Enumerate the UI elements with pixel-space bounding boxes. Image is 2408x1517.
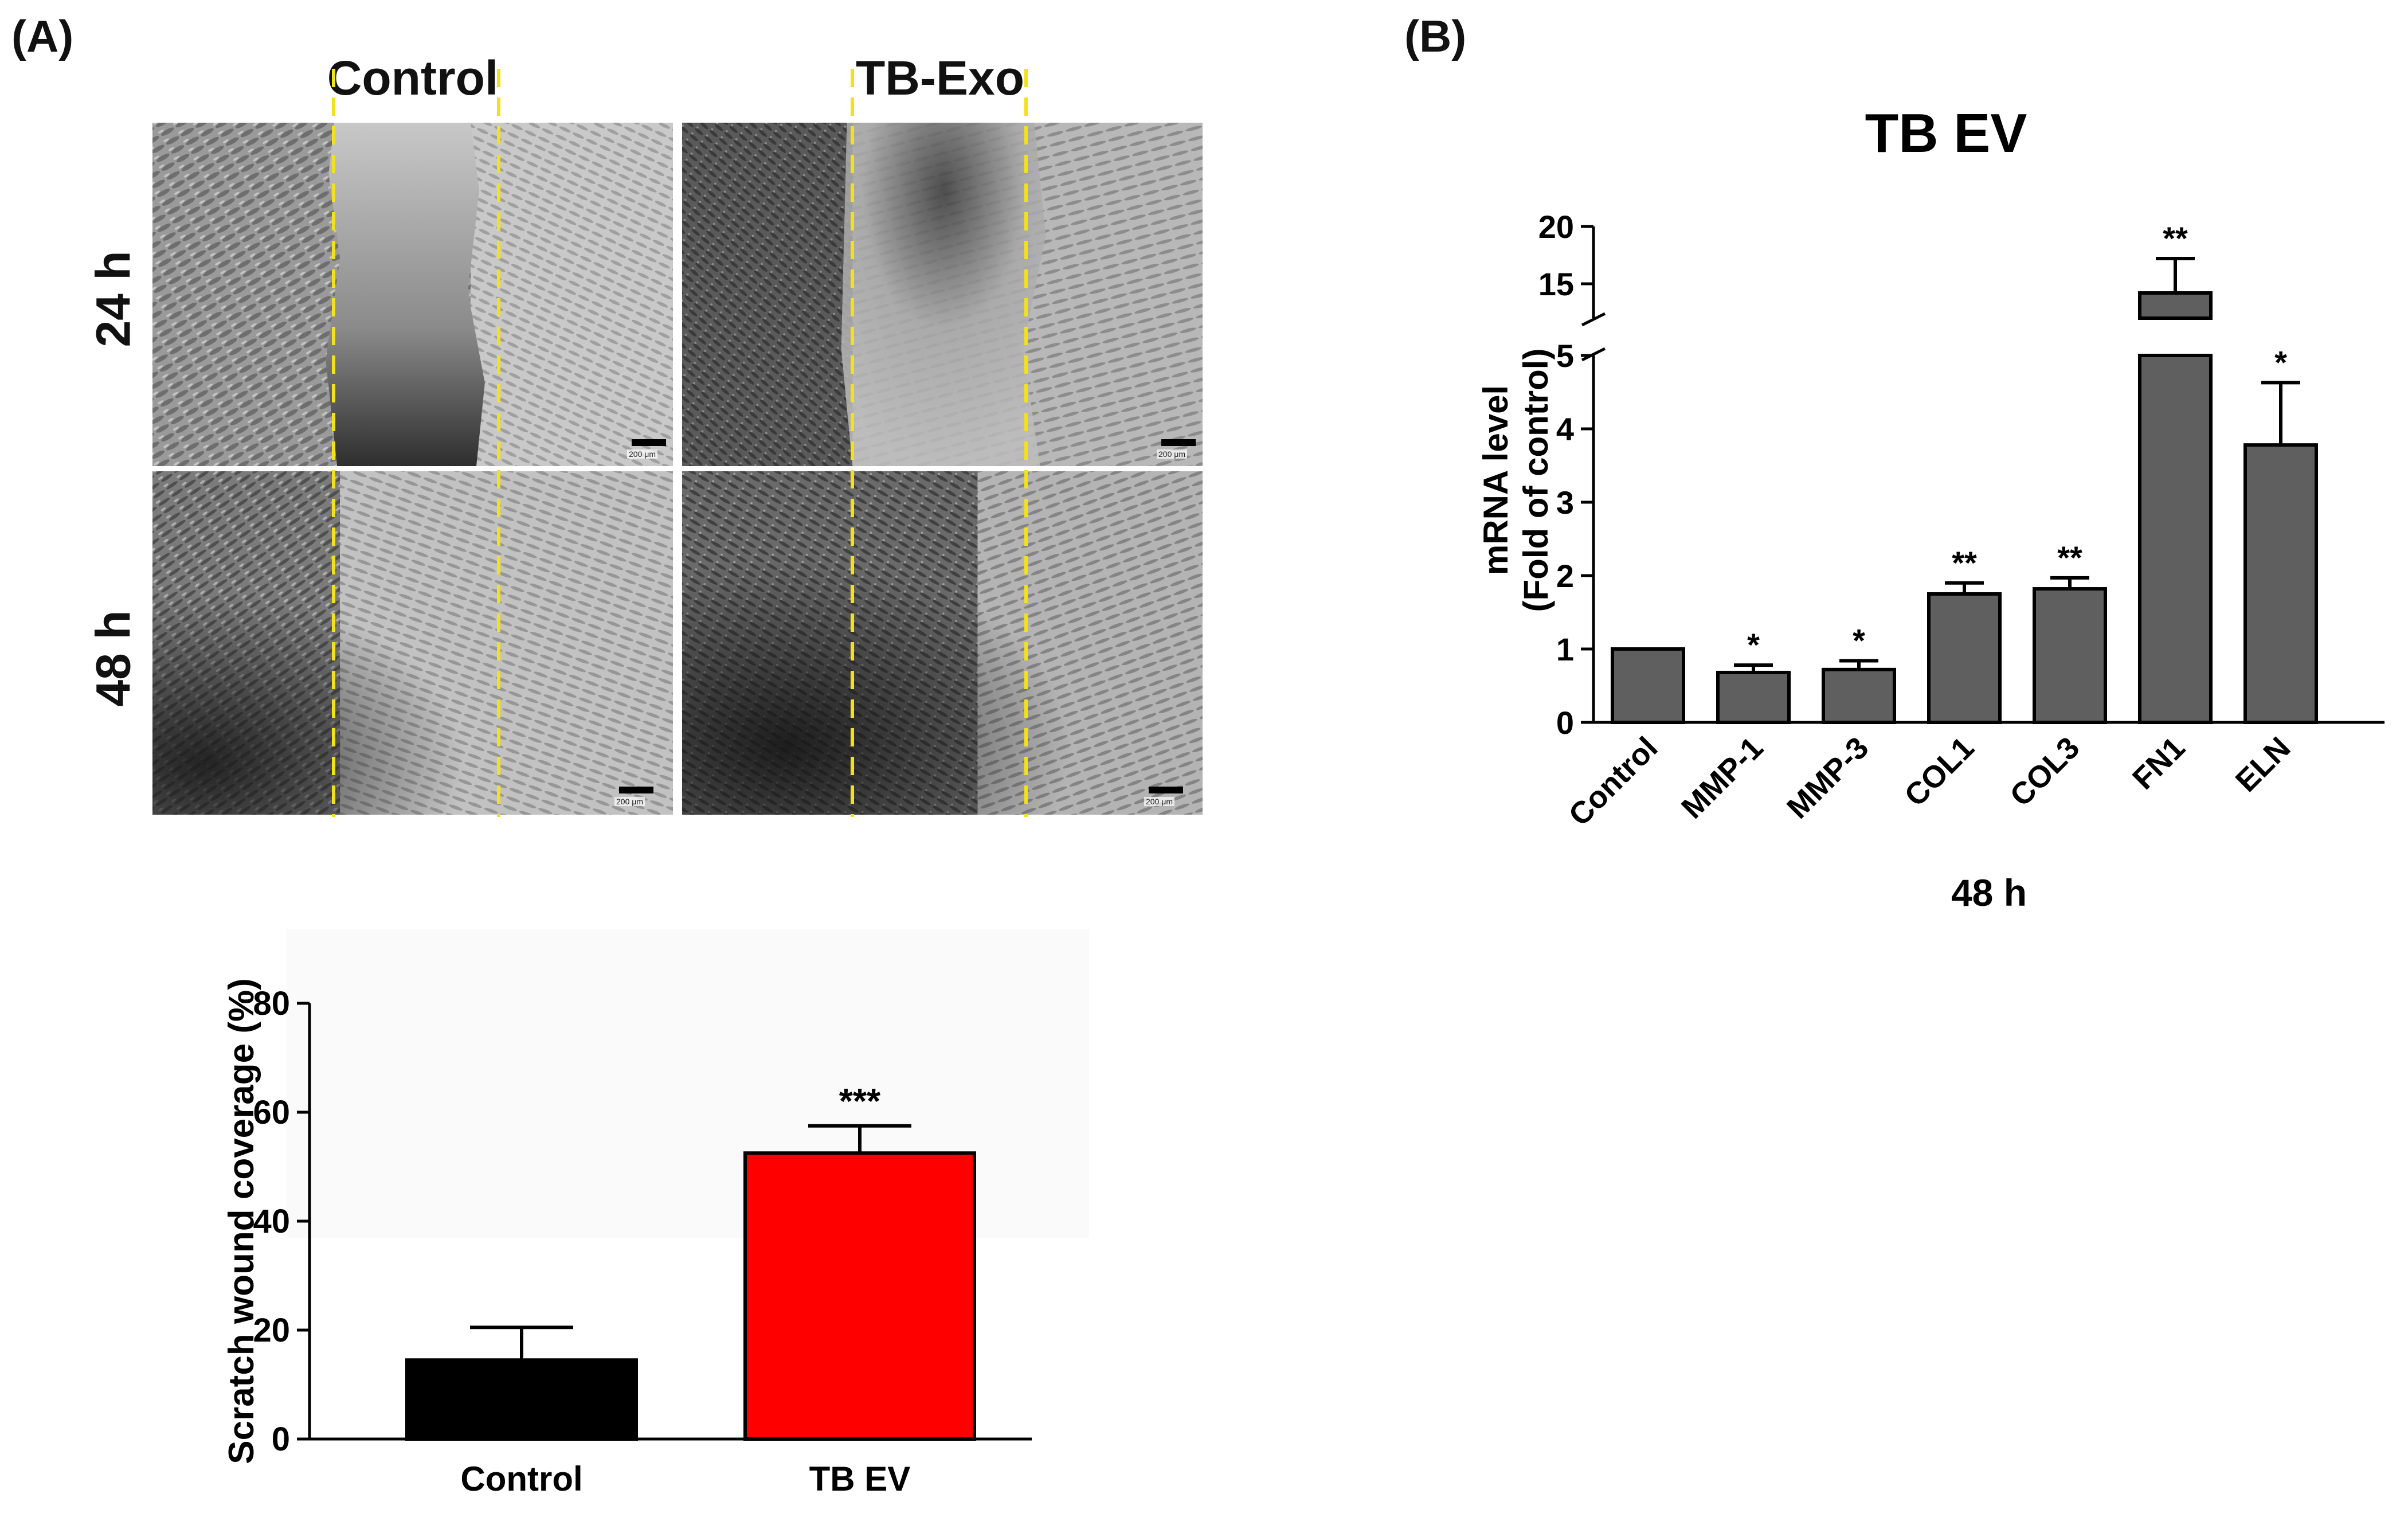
chart-a-bar (405, 1358, 638, 1441)
chart-a-y-tick-label: 60 (253, 1094, 290, 1131)
panel-b-label: (B) (1404, 11, 1467, 61)
chart-b-category-label: COL3 (2003, 730, 2086, 813)
panel-a-label: (A) (11, 11, 74, 61)
chart-a-category-label: Control (460, 1460, 582, 1498)
scale-label: 200 μm (627, 449, 657, 459)
chart-a-significance: *** (839, 1082, 881, 1121)
micrograph-tb-exo-48h: 200 μm (680, 469, 1205, 817)
chart-b-y-tick-label: 4 (1556, 411, 1574, 447)
chart-b-title: TB EV (1865, 103, 2027, 164)
chart-b-significance: * (1747, 627, 1760, 663)
chart-b-bar (2138, 354, 2213, 724)
micrograph-tb-exo-48h-image (682, 471, 1203, 815)
micrograph-control-48h: 200 μm (150, 469, 675, 817)
micrograph-control-24h: 200 μm (150, 120, 675, 468)
chart-scratch-wound-coverage: 0 20 40 60 80 *** Control TB EV Scratch wound… (222, 929, 1089, 1498)
chart-b-significance: ** (2057, 539, 2082, 576)
column-header-tb-exo: TB-Exo (856, 51, 1024, 105)
scale-label: 200 μm (1157, 449, 1187, 459)
chart-b-y-tick-label: 15 (1538, 266, 1574, 302)
chart-a-bar (743, 1151, 976, 1441)
chart-a-category-label: TB EV (809, 1460, 911, 1498)
chart-b-category-label: FN1 (2126, 730, 2192, 796)
chart-b-significance: ** (1952, 545, 1977, 581)
micrograph-control-24h-image (152, 123, 673, 466)
chart-b-axis-break-mark (1581, 347, 1606, 362)
chart-b-bar (1611, 647, 1685, 724)
chart-b-y-axis-label-line-2: (Fold of control) (1517, 349, 1555, 612)
chart-b-axis-break-mark (1581, 312, 1606, 327)
chart-b-bar (1927, 592, 2002, 724)
chart-b-bar (1822, 667, 1896, 724)
column-header-control: Control (327, 51, 499, 105)
chart-a-y-tick-label: 40 (253, 1203, 290, 1240)
scale-label: 200 μm (614, 797, 645, 806)
micrograph-tb-exo-24h: 200 μm (680, 120, 1205, 468)
chart-b-bar (2243, 443, 2318, 724)
scale-label: 200 μm (1144, 797, 1174, 806)
chart-b-category-label: MMP-1 (1675, 730, 1769, 825)
chart-b-y-tick-label: 2 (1556, 558, 1574, 594)
chart-b-y-tick-label: 3 (1556, 484, 1574, 521)
chart-b-bar-upper-segment (2138, 291, 2213, 320)
chart-b-y-tick-label: 1 (1556, 631, 1574, 667)
chart-b-x-axis-label: 48 h (1951, 871, 2027, 914)
chart-b-significance: * (1853, 622, 1865, 658)
chart-b-y-tick-label: 20 (1538, 209, 1574, 245)
chart-a-y-axis-label: Scratch wound coverage (%) (222, 978, 261, 1464)
chart-b-significance: * (2274, 344, 2287, 380)
chart-b-bar (1716, 670, 1791, 724)
chart-a-y-tick-label: 80 (253, 985, 290, 1022)
chart-a-y-tick-label: 0 (272, 1421, 290, 1458)
chart-b-category-label: Control (1562, 730, 1664, 832)
chart-b-y-tick-label: 0 (1556, 705, 1574, 741)
chart-b-category-label: MMP-3 (1780, 730, 1875, 825)
chart-a-y-tick-label: 20 (253, 1312, 290, 1349)
micrograph-control-48h-image (152, 471, 673, 815)
chart-b-category-label: COL1 (1898, 730, 1980, 813)
chart-b-category-label: ELN (2229, 730, 2297, 799)
chart-b-y-axis-label-line-1: mRNA level (1477, 385, 1515, 575)
chart-b-y-tick-label: 5 (1556, 338, 1574, 374)
chart-b-bar (2033, 587, 2107, 724)
micrograph-tb-exo-24h-image (682, 123, 1203, 466)
chart-b-significance: ** (2163, 220, 2188, 256)
